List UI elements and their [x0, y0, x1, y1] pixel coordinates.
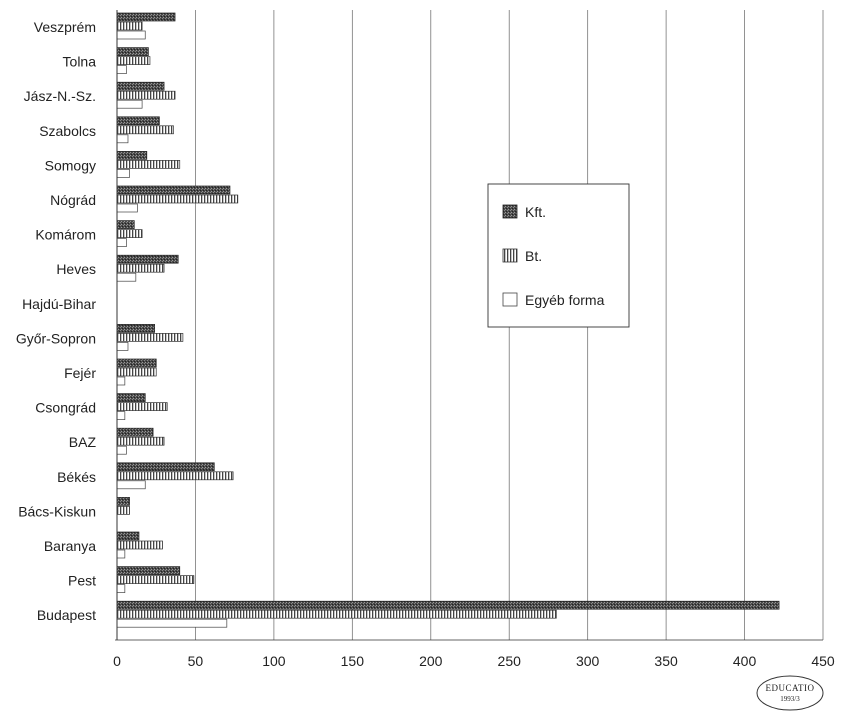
x-tick-label-450: 450 [811, 653, 835, 669]
category-label: Bács-Kiskun [18, 503, 96, 519]
bar-bt-11 [116, 402, 168, 411]
bar-bt-5 [116, 194, 239, 204]
bar-kft-9 [116, 324, 156, 333]
bar-egyeb-15 [116, 549, 126, 559]
bar-egyeb-1 [116, 65, 127, 74]
bar-egyeb-6 [116, 238, 127, 247]
category-label: Hajdú-Bihar [22, 296, 96, 312]
bar-egyeb-12 [116, 445, 127, 455]
legend: Kft. Bt. Egyéb forma [487, 183, 630, 328]
bar-kft-11 [116, 393, 146, 402]
legend-swatch-2 [502, 292, 518, 307]
bar-bt-4 [116, 160, 181, 169]
educatio-badge: EDUCATIO 1993/3 [756, 675, 824, 711]
badge-line2: 1993/3 [780, 695, 800, 703]
bar-kft-1 [116, 47, 149, 56]
bar-egyeb-5 [116, 203, 138, 213]
bar-egyeb-9 [116, 342, 129, 351]
bar-egyeb-0 [116, 30, 146, 40]
category-label: Baranya [44, 538, 96, 554]
x-tick-labels: 0 50 100 150 200 250 300 350 400 450 [113, 653, 835, 669]
legend-label-1: Bt. [525, 248, 542, 264]
bar-kft-14 [116, 497, 130, 506]
category-label: Nógrád [50, 192, 96, 208]
category-labels: Veszprém Tolna Jász-N.-Sz. Szabolcs Somogy Nó… [16, 19, 97, 623]
bar-kft-7 [116, 254, 179, 264]
bar-kft-0 [116, 12, 176, 22]
bar-kft-5 [116, 185, 231, 195]
category-label: Somogy [45, 157, 96, 173]
bar-egyeb-3 [116, 134, 129, 144]
bar-egyeb-10 [116, 376, 126, 386]
category-label: Csongrád [35, 400, 96, 416]
bar-bt-12 [116, 436, 165, 446]
x-tick-label-250: 250 [498, 653, 522, 669]
bar-bt-7 [116, 263, 165, 273]
bar-bt-0 [116, 21, 143, 31]
legend-swatch-1 [502, 248, 518, 263]
badge-outline [756, 675, 824, 711]
category-label: Veszprém [34, 19, 96, 35]
category-label: Győr-Sopron [16, 330, 96, 346]
bar-bt-6 [116, 229, 143, 238]
bar-kft-15 [116, 531, 140, 541]
legend-label-2: Egyéb forma [525, 292, 605, 308]
category-label: BAZ [69, 434, 97, 450]
x-tick-label-0: 0 [113, 653, 121, 669]
bar-kft-3 [116, 116, 160, 126]
bar-kft-16 [116, 566, 181, 575]
category-label: Szabolcs [39, 123, 96, 139]
bar-bt-10 [116, 367, 157, 377]
bar-kft-2 [116, 81, 165, 91]
x-tick-label-150: 150 [341, 653, 365, 669]
category-label: Fejér [64, 365, 96, 381]
legend-swatch-0 [502, 204, 518, 219]
bar-egyeb-7 [116, 272, 137, 282]
x-tick-label-50: 50 [188, 653, 204, 669]
x-tick-label-100: 100 [262, 653, 286, 669]
category-label: Pest [68, 573, 96, 589]
bar-bt-14 [116, 506, 130, 515]
axes [115, 10, 823, 641]
bar-egyeb-17 [116, 618, 228, 628]
bar-bt-17 [116, 609, 557, 619]
bar-kft-4 [116, 151, 148, 160]
bar-kft-6 [116, 220, 135, 229]
bar-egyeb-11 [116, 411, 126, 420]
bar-kft-12 [116, 427, 154, 437]
x-tick-label-200: 200 [419, 653, 443, 669]
bars [116, 12, 780, 628]
bar-egyeb-4 [116, 169, 130, 178]
category-label: Békés [57, 469, 96, 485]
bar-bt-15 [116, 540, 163, 550]
bar-bt-2 [116, 90, 176, 100]
legend-label-0: Kft. [525, 204, 546, 220]
bar-bt-13 [116, 471, 234, 481]
category-label: Komárom [35, 227, 96, 243]
category-label: Tolna [63, 54, 97, 70]
bar-kft-13 [116, 462, 215, 472]
bar-bt-9 [116, 333, 184, 342]
category-label: Jász-N.-Sz. [24, 88, 96, 104]
bar-bt-3 [116, 125, 174, 135]
bar-egyeb-13 [116, 480, 146, 490]
x-tick-label-300: 300 [576, 653, 600, 669]
category-label: Budapest [37, 607, 96, 623]
category-label: Heves [56, 261, 96, 277]
bar-egyeb-16 [116, 584, 126, 593]
x-tick-label-350: 350 [654, 653, 678, 669]
bar-bt-16 [116, 575, 195, 584]
badge-line1: EDUCATIO [766, 683, 815, 693]
bar-egyeb-2 [116, 99, 143, 109]
bar-kft-10 [116, 358, 157, 368]
bar-kft-17 [116, 600, 780, 610]
x-tick-label-400: 400 [733, 653, 757, 669]
bar-bt-1 [116, 56, 151, 65]
